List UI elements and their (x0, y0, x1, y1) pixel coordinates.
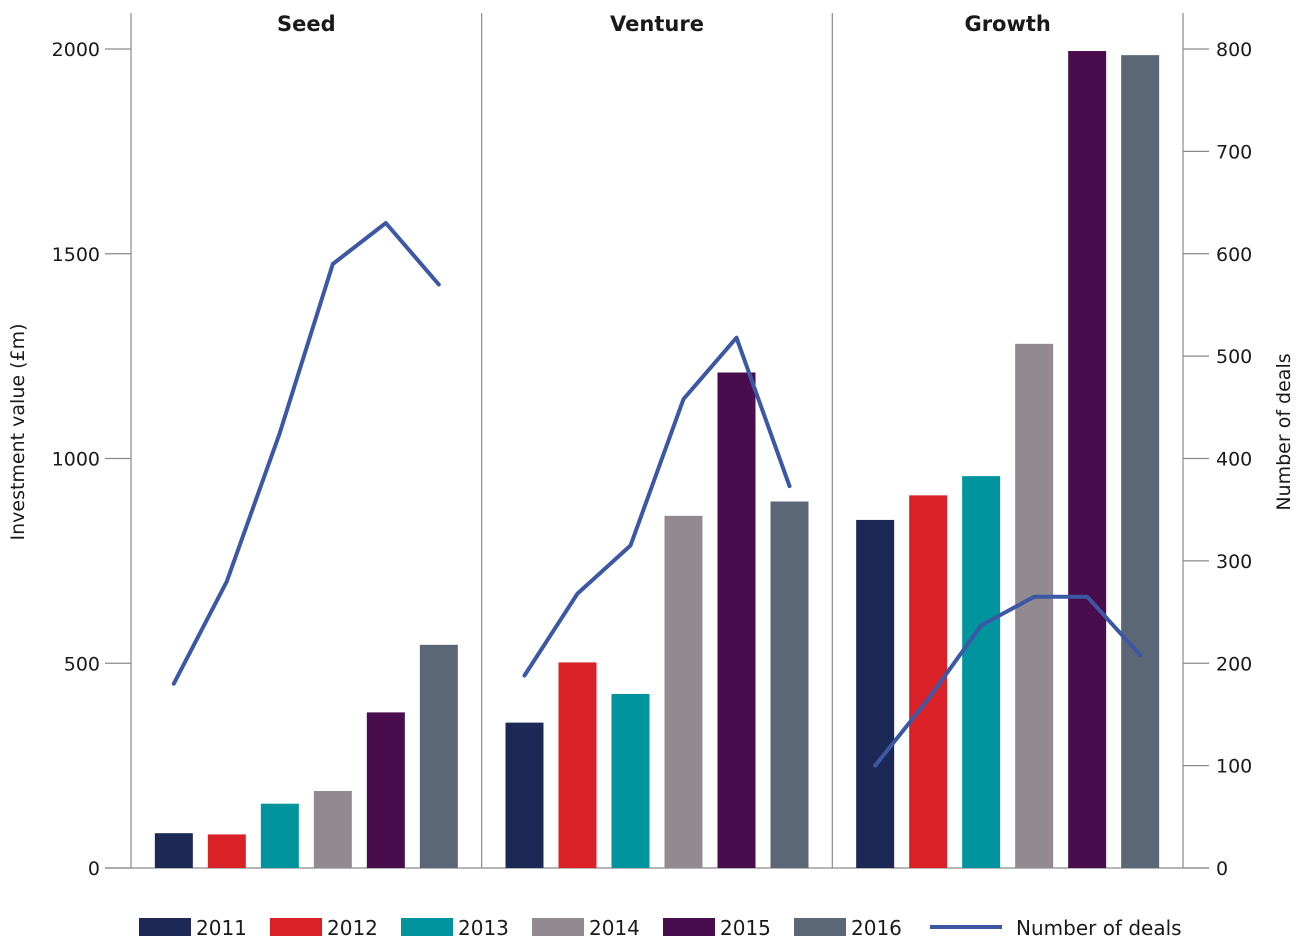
y2-tick-label: 500 (1216, 346, 1252, 368)
bar (313, 791, 352, 868)
bar (962, 476, 1001, 868)
y-axis-title: Investment value (£m) (7, 323, 29, 540)
legend-label: 2012 (327, 916, 378, 940)
y2-axis-title: Number of deals (1273, 353, 1295, 510)
bar-group (154, 51, 1160, 869)
legend-label: 2011 (196, 916, 247, 940)
y2-tick-label: 200 (1216, 653, 1252, 675)
bar (611, 693, 650, 868)
deals-line (873, 594, 1143, 768)
y2-tick-label: 400 (1216, 449, 1252, 471)
bar (154, 833, 193, 868)
legend-label: 2014 (589, 916, 640, 940)
legend-label: 2016 (851, 916, 902, 940)
y2-tick-label: 100 (1216, 756, 1252, 778)
bar (419, 644, 458, 868)
bar (505, 722, 544, 868)
bar (1015, 343, 1054, 869)
deals-line (522, 335, 792, 678)
legend-swatch (532, 918, 584, 936)
panel-title: Growth (964, 12, 1050, 36)
bar (1121, 55, 1160, 868)
axes: 0 500 1000 1500 2000 0 100 200 300 400 500 600 700 80… (7, 12, 1295, 880)
legend-swatch (794, 918, 846, 936)
bar (260, 803, 299, 868)
y-tick-label: 0 (88, 858, 100, 880)
bar (207, 834, 246, 868)
legend-swatch (270, 918, 322, 936)
y-tick-label: 1000 (52, 449, 100, 471)
legend-swatch (139, 918, 191, 936)
y2-tick-label: 300 (1216, 551, 1252, 573)
y-tick-label: 2000 (52, 39, 100, 61)
y2-tick-label: 800 (1216, 39, 1252, 61)
y-tick-label: 1500 (52, 244, 100, 266)
y2-tick-label: 600 (1216, 244, 1252, 266)
y-tick-label: 500 (64, 653, 100, 675)
bar (1068, 51, 1107, 869)
legend-swatch (401, 918, 453, 936)
bar (856, 519, 895, 868)
legend-label: 2015 (720, 916, 771, 940)
bar (770, 501, 809, 868)
bar (664, 515, 703, 868)
bar (717, 372, 756, 868)
deals-line (171, 221, 441, 686)
y2-tick-label: 700 (1216, 141, 1252, 163)
bar (558, 662, 597, 868)
panel-title: Venture (610, 12, 704, 36)
legend-label: Number of deals (1016, 916, 1182, 940)
bar (366, 712, 405, 868)
line-group (171, 221, 1143, 768)
y2-tick-label: 0 (1216, 858, 1228, 880)
panel-title: Seed (277, 12, 336, 36)
legend-label: 2013 (458, 916, 509, 940)
legend: 2011 2012 2013 2014 2015 2016 Number of deals (139, 916, 1182, 940)
legend-swatch (663, 918, 715, 936)
